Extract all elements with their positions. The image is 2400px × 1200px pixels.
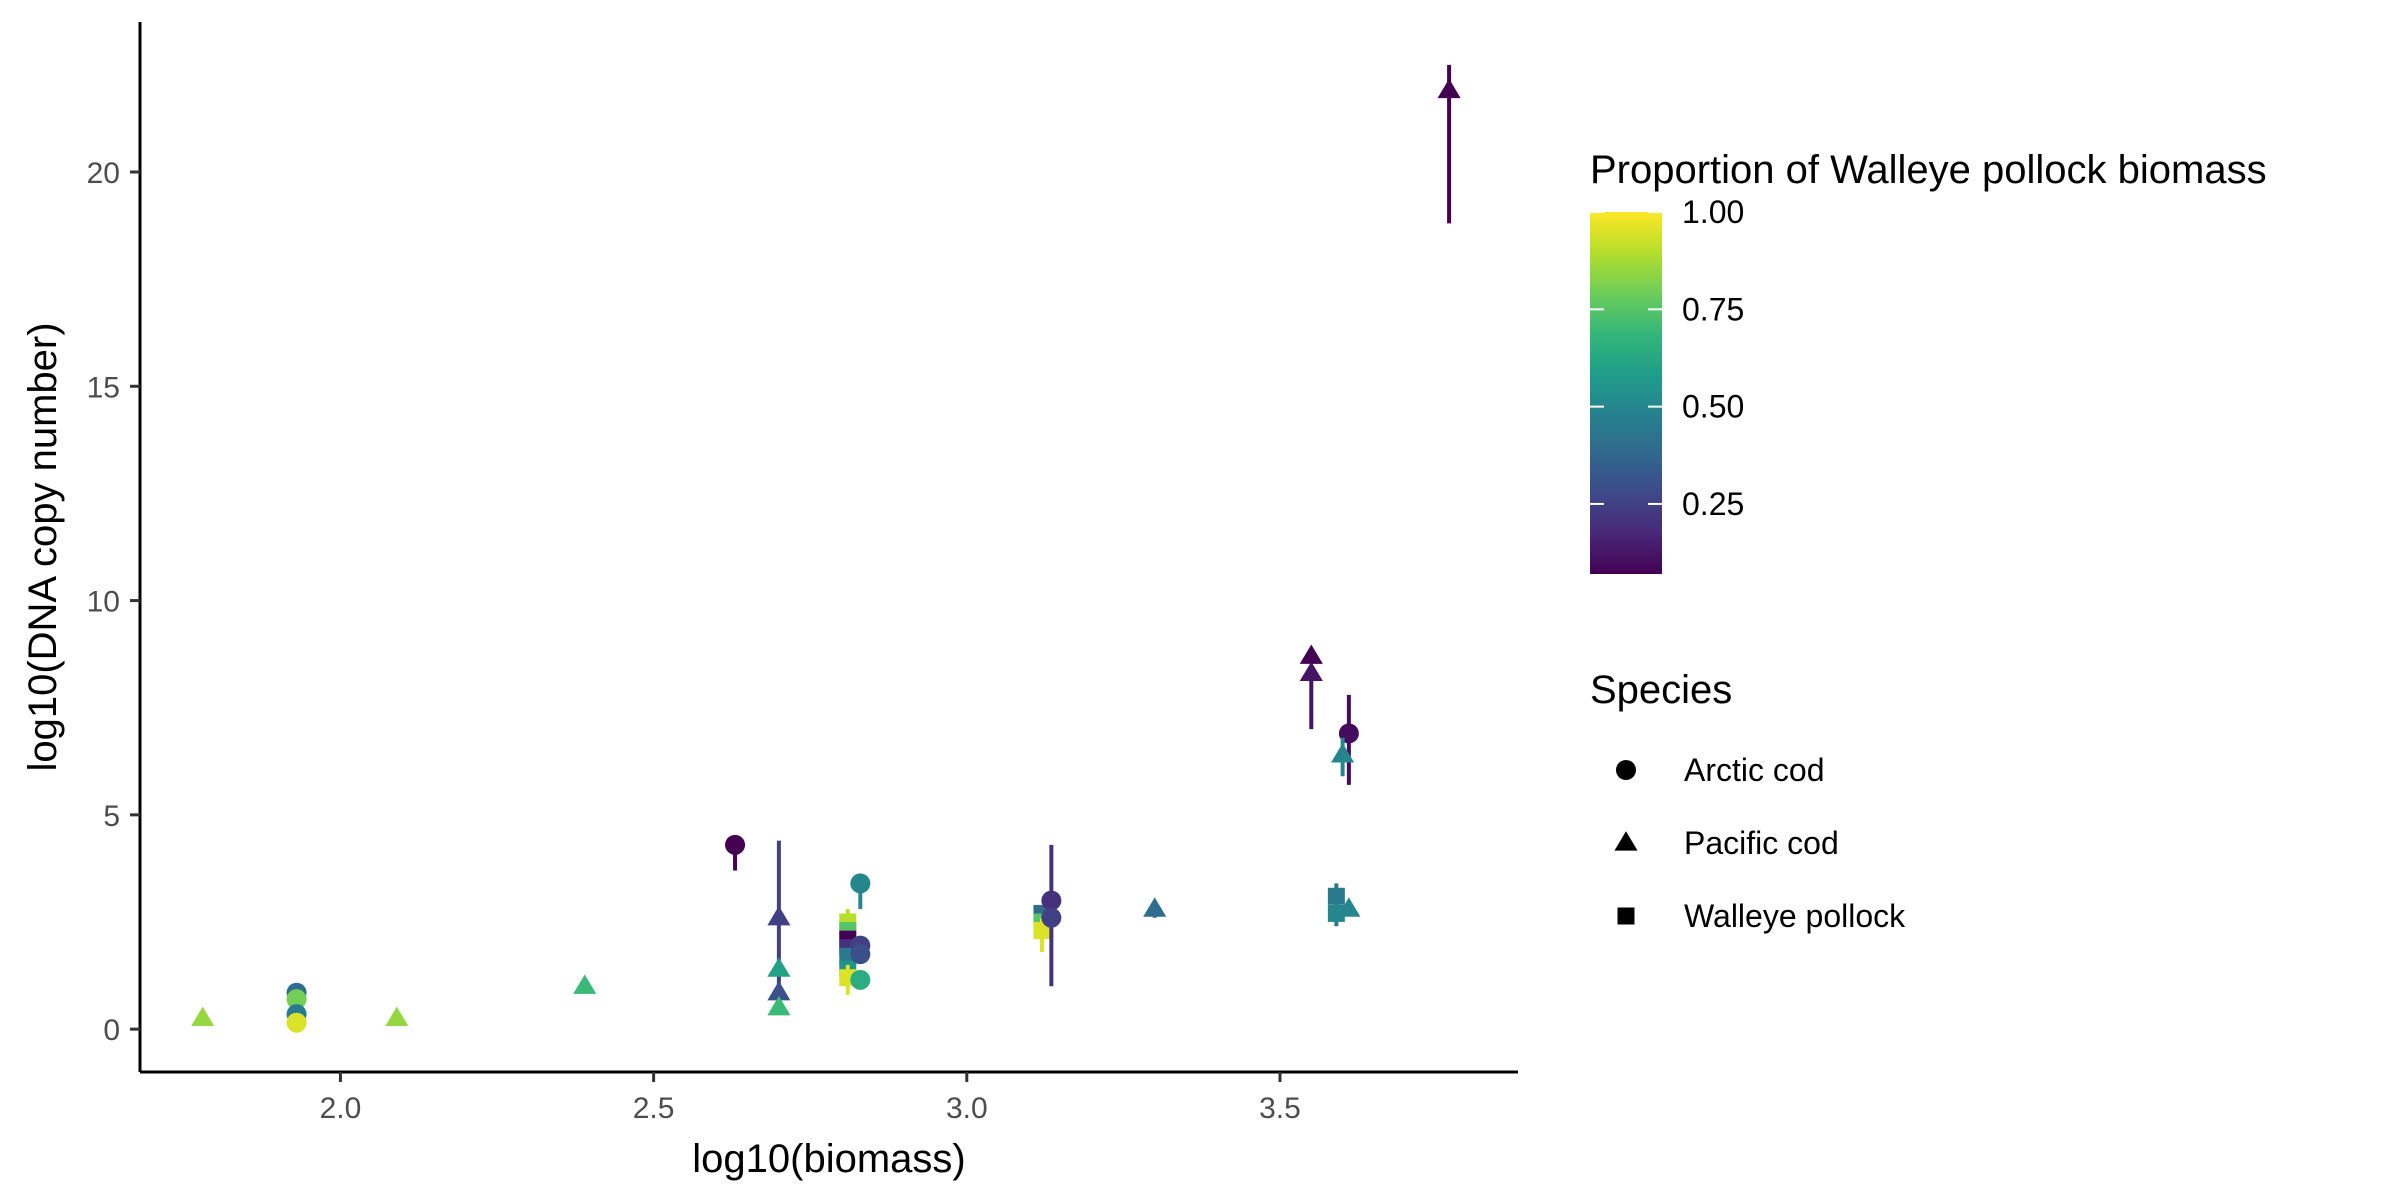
colorbar-ticks: 0.25 0.50 0.75 1.00 (1590, 194, 1744, 522)
data-point-triangle (767, 995, 791, 1016)
x-tick-label: 3.5 (1259, 1092, 1301, 1125)
y-tick-label: 10 (87, 586, 120, 619)
data-point-circle (286, 989, 307, 1010)
x-tick-label: 3.0 (946, 1092, 988, 1125)
data-point-square (1033, 922, 1051, 940)
data-point-triangle (1143, 897, 1167, 917)
x-tick-label: 2.5 (633, 1092, 675, 1125)
legend-label: Walleye pollock (1684, 898, 1906, 934)
y-tick-label: 5 (103, 800, 120, 833)
colorbar-tick-label: 0.75 (1682, 291, 1744, 327)
color-legend-title: Proportion of Walleye pollock biomass (1590, 148, 2267, 192)
data-point-square (1327, 887, 1345, 905)
data-point-triangle (767, 905, 791, 926)
y-axis-title: log10(DNA copy number) (21, 322, 65, 771)
data-point-triangle (1299, 661, 1323, 682)
data-point-circle (725, 834, 746, 855)
colorbar-tick-label: 0.50 (1682, 389, 1744, 425)
data-point-triangle (191, 1006, 215, 1027)
data-point-circle (1041, 890, 1062, 911)
data-point-triangle (1299, 644, 1323, 664)
points-layer (191, 64, 1461, 1033)
data-point-circle (850, 969, 871, 990)
y-axis-ticks: 0 5 10 15 20 (87, 157, 140, 1047)
data-point-triangle (573, 974, 597, 994)
shape-legend-entries: Arctic cod Pacific cod Walleye pollock (1614, 752, 1906, 934)
data-point-circle (286, 1012, 307, 1033)
data-point-circle (1041, 907, 1062, 928)
x-tick-label: 2.0 (320, 1092, 362, 1125)
legend-key-circle (1616, 760, 1636, 780)
x-axis-title: log10(biomass) (692, 1137, 965, 1181)
colorbar-tick-label: 0.25 (1682, 486, 1744, 522)
x-axis-ticks: 2.0 2.5 3.0 3.5 (320, 1072, 1301, 1125)
shape-legend-title: Species (1590, 668, 1732, 712)
legend-label: Arctic cod (1684, 752, 1824, 788)
data-point-circle (850, 944, 871, 965)
legend-label: Pacific cod (1684, 825, 1839, 861)
data-point-square (1327, 904, 1345, 922)
data-point-circle (850, 873, 871, 894)
data-point-triangle (385, 1006, 409, 1027)
data-point-triangle (1331, 743, 1355, 763)
data-point-triangle (1437, 78, 1461, 99)
colorbar (1590, 212, 1662, 574)
y-tick-label: 15 (87, 371, 120, 404)
y-tick-label: 20 (87, 157, 120, 190)
y-tick-label: 0 (103, 1014, 120, 1047)
data-point-triangle (767, 980, 791, 1001)
shape-legend: Species Arctic cod Pacific cod Walleye pol… (1590, 668, 1906, 934)
data-point-triangle (767, 957, 791, 977)
legend-key-triangle (1614, 831, 1638, 851)
colorbar-tick-label: 1.00 (1682, 194, 1744, 230)
data-point-triangle (1337, 897, 1361, 917)
legend-key-square (1617, 907, 1635, 925)
color-legend: Proportion of Walleye pollock biomass 0.… (1590, 148, 2267, 574)
